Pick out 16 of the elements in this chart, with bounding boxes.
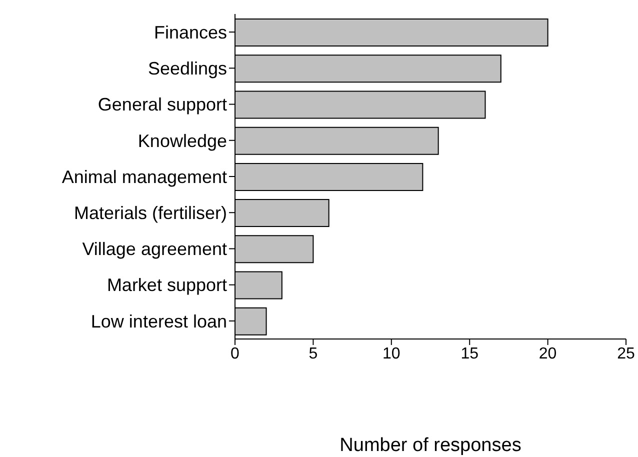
y-tick-label: General support (98, 94, 227, 115)
y-tick-label: Materials (fertiliser) (74, 203, 227, 223)
y-tick-label: Village agreement (82, 239, 227, 260)
x-tick-label: 5 (308, 345, 318, 362)
y-tick-label: Animal management (62, 166, 227, 187)
y-tick-label: Low interest loan (90, 311, 227, 332)
x-axis-title: Number of responses (340, 435, 522, 456)
x-tick-label: 25 (617, 345, 635, 362)
y-tick-label: Seedlings (148, 58, 227, 79)
x-tick-label: 20 (538, 345, 557, 362)
y-tick-label: Finances (154, 22, 227, 42)
x-tick-label: 15 (460, 345, 479, 362)
y-tick-label: Knowledge (138, 130, 227, 151)
x-tick-label: 10 (382, 345, 400, 362)
x-tick-label: 0 (230, 345, 240, 362)
y-tick-label: Market support (106, 275, 227, 296)
